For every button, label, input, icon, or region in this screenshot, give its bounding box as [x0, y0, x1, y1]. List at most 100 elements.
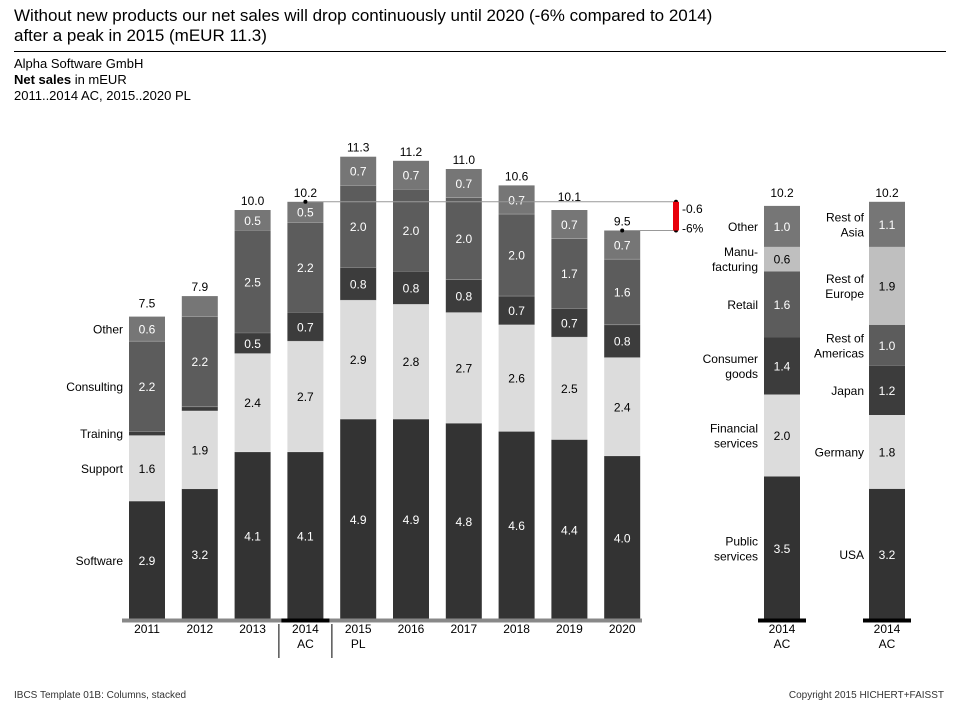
region-segment — [869, 246, 905, 325]
bar-segment-other — [287, 201, 324, 223]
region-segment — [869, 488, 905, 620]
total-label: 9.5 — [614, 215, 631, 229]
data-label: 1.6 — [614, 286, 631, 300]
x-tick-label: 2013 — [239, 622, 266, 636]
bar-segment-support — [181, 410, 218, 489]
period-line: 2011..2014 AC, 2015..2020 PL — [14, 88, 191, 103]
bar-segment-software — [445, 423, 482, 620]
bar-segment-software — [551, 439, 588, 620]
region-segment — [869, 201, 905, 247]
data-label: 2.4 — [244, 396, 261, 410]
bar-segment-consulting — [340, 185, 377, 268]
bar-segment-consulting — [181, 316, 218, 407]
x-tick-label: 2014 AC — [292, 622, 319, 651]
data-label: 1.6 — [139, 462, 156, 476]
series-label: Other — [93, 322, 123, 336]
industry-series-label: Retail — [727, 298, 758, 312]
series-label: Consulting — [66, 380, 123, 394]
industry-segment — [764, 394, 800, 477]
total-label: 11.0 — [453, 153, 476, 167]
data-label: 0.5 — [244, 337, 261, 351]
series-label: Support — [81, 462, 124, 476]
data-label: 0.7 — [297, 320, 314, 334]
data-label: 2.0 — [403, 224, 420, 238]
x-tick-label: 2016 — [398, 622, 425, 636]
chart-title: Without new products our net sales will … — [14, 6, 712, 46]
industry-segment — [764, 337, 800, 395]
data-label: 2.5 — [244, 275, 261, 289]
data-label: 2.0 — [350, 220, 367, 234]
industry-data-label: 0.6 — [774, 253, 791, 267]
bar-segment-support — [129, 435, 165, 502]
footer-copyright: Copyright 2015 HICHERT+FAISST — [788, 690, 944, 701]
bar-segment-support — [604, 357, 641, 456]
data-label: 4.0 — [614, 532, 631, 546]
region-segment — [869, 415, 905, 489]
data-label: 2.2 — [191, 355, 208, 369]
chart-title-line-2: after a peak in 2015 (mEUR 11.3) — [14, 26, 267, 45]
measure-line: Net sales in mEUR — [14, 72, 127, 88]
industry-series-label: Other — [728, 220, 758, 234]
total-label: 10.2 — [294, 186, 318, 200]
bar-segment-support — [393, 304, 429, 420]
data-label: 0.7 — [455, 177, 472, 191]
company-name: Alpha Software GmbH — [14, 56, 144, 71]
bar-segment-other — [498, 185, 535, 215]
total-label: 7.5 — [139, 297, 156, 311]
region-data-label: 1.1 — [879, 218, 896, 232]
data-label: 2.5 — [561, 382, 578, 396]
bar-segment-other — [393, 160, 429, 190]
data-label: 0.5 — [297, 206, 314, 220]
data-label: 0.8 — [403, 281, 420, 295]
data-label: 4.9 — [350, 513, 367, 527]
delta-dot-2014 — [303, 199, 308, 204]
bar-segment-training — [234, 333, 271, 354]
data-label: 3.2 — [191, 548, 208, 562]
industry-series-label: Manu-facturing — [712, 245, 758, 274]
measure-unit: in mEUR — [71, 72, 127, 87]
bar-segment-support — [445, 312, 482, 424]
x-tick-label: 2017 — [450, 622, 477, 636]
data-label: 0.7 — [614, 238, 631, 252]
bar-segment-training — [181, 406, 218, 411]
bar-segment-consulting — [551, 238, 588, 309]
data-label: 0.7 — [350, 165, 367, 179]
industry-data-label: 1.0 — [774, 220, 791, 234]
bar-segment-training — [129, 431, 165, 436]
region-data-label: 1.2 — [879, 384, 896, 398]
delta-abs-label: -0.6 — [682, 202, 703, 216]
x-tick-label: 2020 — [609, 622, 636, 636]
bar-segment-training — [445, 279, 482, 313]
bar-segment-other — [604, 230, 641, 260]
data-label: 2.2 — [139, 380, 156, 394]
data-label: 2.0 — [455, 232, 472, 246]
region-segment — [869, 365, 905, 415]
data-label: 1.9 — [191, 443, 208, 457]
total-label: 10.0 — [241, 194, 265, 208]
bar-segment-software — [393, 419, 429, 620]
series-label: Training — [80, 427, 123, 441]
region-series-label: USA — [839, 548, 864, 562]
bar-segment-support — [234, 353, 271, 452]
region-tick-label: 2014 AC — [874, 622, 901, 651]
footer-template-name: IBCS Template 01B: Columns, stacked — [14, 690, 187, 701]
industry-total-label: 10.2 — [770, 186, 794, 200]
bar-segment-training — [340, 267, 377, 301]
data-label: 2.7 — [297, 390, 314, 404]
bar-segment-consulting — [498, 214, 535, 297]
region-data-label: 1.9 — [879, 279, 896, 293]
bar-segment-training — [498, 296, 535, 325]
industry-segment — [764, 476, 800, 620]
bar-segment-other — [445, 169, 482, 198]
total-label: 11.2 — [400, 145, 423, 159]
data-label: 4.6 — [508, 519, 525, 533]
data-label: 0.7 — [561, 218, 578, 232]
delta-pct-label: -6% — [682, 222, 704, 236]
delta-dot-2020 — [620, 228, 625, 233]
bar-segment-training — [551, 308, 588, 338]
bar-segment-support — [287, 341, 324, 452]
region-data-label: 1.0 — [879, 339, 896, 353]
bar-segment-consulting — [234, 230, 271, 333]
industry-series-label: Public services — [714, 534, 758, 563]
